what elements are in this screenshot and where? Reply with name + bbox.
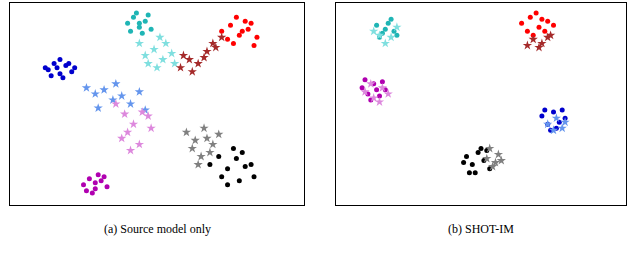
svg-text:(a) Source model only: (a) Source model only	[104, 222, 211, 236]
svg-text:(b) SHOT-IM: (b) SHOT-IM	[448, 222, 514, 236]
